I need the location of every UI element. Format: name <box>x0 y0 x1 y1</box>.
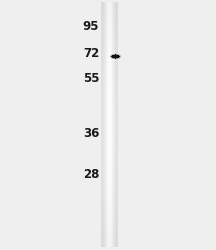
Text: 72: 72 <box>83 47 99 60</box>
Text: 95: 95 <box>83 20 99 33</box>
Text: 55: 55 <box>83 72 99 85</box>
Text: 36: 36 <box>83 127 99 140</box>
Text: 28: 28 <box>83 168 99 181</box>
